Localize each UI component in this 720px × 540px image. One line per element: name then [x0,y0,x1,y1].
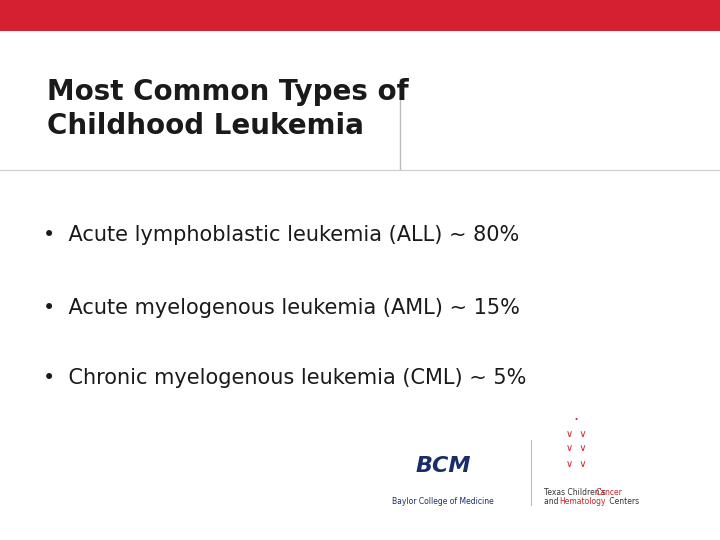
Text: and: and [544,497,560,506]
Text: Most Common Types of
Childhood Leukemia: Most Common Types of Childhood Leukemia [47,78,408,140]
Text: •  Chronic myelogenous leukemia (CML) ~ 5%: • Chronic myelogenous leukemia (CML) ~ 5… [43,368,526,388]
Text: BCM: BCM [415,456,471,476]
Text: ∨  ∨: ∨ ∨ [566,429,586,440]
Text: •  Acute myelogenous leukemia (AML) ~ 15%: • Acute myelogenous leukemia (AML) ~ 15% [43,298,520,318]
Bar [0,0,720,31]
Text: Baylor College of Medicine: Baylor College of Medicine [392,497,494,506]
Text: ∨  ∨: ∨ ∨ [566,443,586,453]
Text: Texas Children's: Texas Children's [544,488,608,497]
Text: Cancer: Cancer [595,488,622,497]
Text: Hematology: Hematology [559,497,606,506]
Text: Centers: Centers [607,497,639,506]
Text: •  Acute lymphoblastic leukemia (ALL) ~ 80%: • Acute lymphoblastic leukemia (ALL) ~ 8… [43,225,519,245]
Text: ∨  ∨: ∨ ∨ [566,459,586,469]
Text: •: • [570,417,582,423]
